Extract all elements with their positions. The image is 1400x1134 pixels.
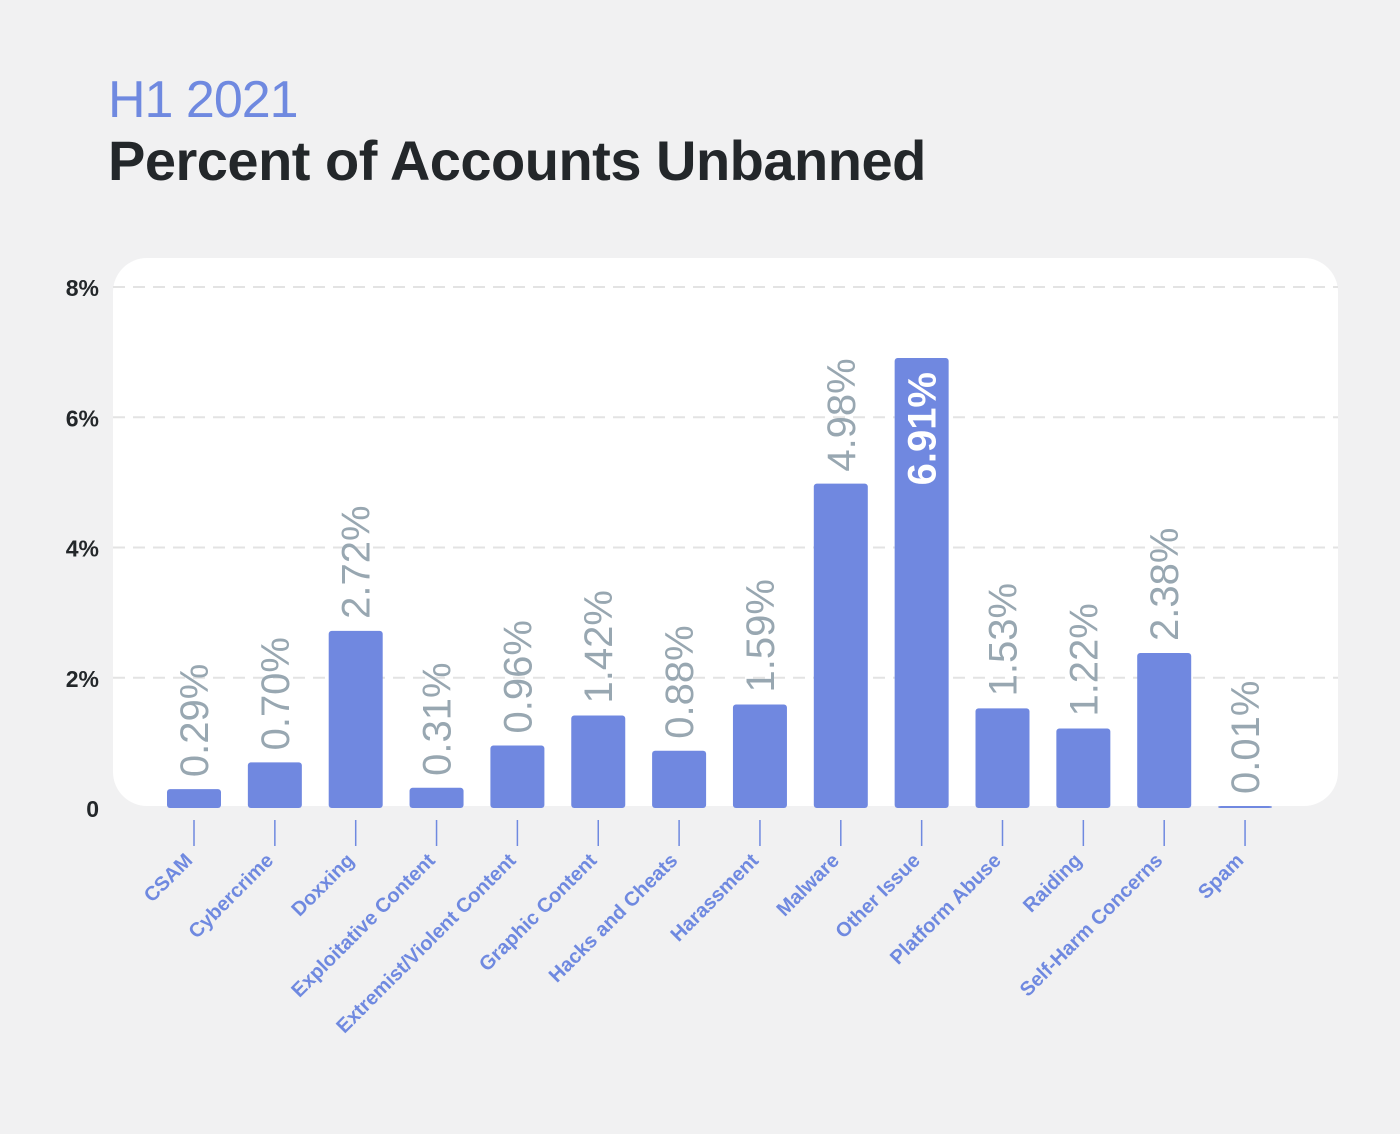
category-label: Spam xyxy=(1194,850,1248,904)
chart-panel xyxy=(113,258,1338,806)
category-label: Raiding xyxy=(1019,850,1086,917)
y-tick-label: 6% xyxy=(66,405,99,431)
bar xyxy=(1137,653,1192,808)
bar xyxy=(1056,728,1111,808)
data-label: 0.88% xyxy=(658,625,702,738)
bar xyxy=(652,750,707,808)
category-label: CSAM xyxy=(140,850,197,907)
data-label: 1.42% xyxy=(577,590,621,703)
bar xyxy=(490,745,545,808)
y-tick-label: 2% xyxy=(66,666,99,692)
data-label: 6.91% xyxy=(901,372,945,485)
category-label: Cybercrime xyxy=(185,850,278,943)
category-label: Doxxing xyxy=(287,850,358,921)
bar xyxy=(894,357,949,808)
category-label: Exploitative Content xyxy=(287,849,440,1002)
data-label: 0.31% xyxy=(416,662,460,775)
y-tick-label: 4% xyxy=(66,536,99,562)
bar xyxy=(813,483,868,808)
bar xyxy=(571,715,626,808)
data-label: 4.98% xyxy=(820,358,864,471)
data-label: 0.29% xyxy=(173,664,217,777)
data-label: 2.38% xyxy=(1143,528,1187,641)
category-label: Harassment xyxy=(667,849,764,946)
data-label: 0.70% xyxy=(254,637,298,750)
category-label: Self-Harm Concerns xyxy=(1016,850,1168,1002)
bar xyxy=(247,762,302,808)
data-label: 0.96% xyxy=(496,620,540,733)
data-label: 2.72% xyxy=(335,505,379,618)
bar xyxy=(975,708,1030,808)
category-label: Malware xyxy=(773,850,844,921)
bar xyxy=(328,630,383,808)
bar xyxy=(732,704,787,808)
bar xyxy=(1218,806,1273,808)
chart-subtitle: H1 2021 xyxy=(108,71,299,129)
data-label: 1.22% xyxy=(1062,603,1106,716)
y-tick-label: 0 xyxy=(86,796,99,822)
data-label: 1.53% xyxy=(982,583,1026,696)
data-label: 1.59% xyxy=(739,579,783,692)
chart-title: Percent of Accounts Unbanned xyxy=(108,129,926,192)
bar xyxy=(167,789,221,808)
bar xyxy=(409,787,464,808)
y-tick-label: 8% xyxy=(66,275,99,301)
data-label: 0.01% xyxy=(1224,681,1268,794)
